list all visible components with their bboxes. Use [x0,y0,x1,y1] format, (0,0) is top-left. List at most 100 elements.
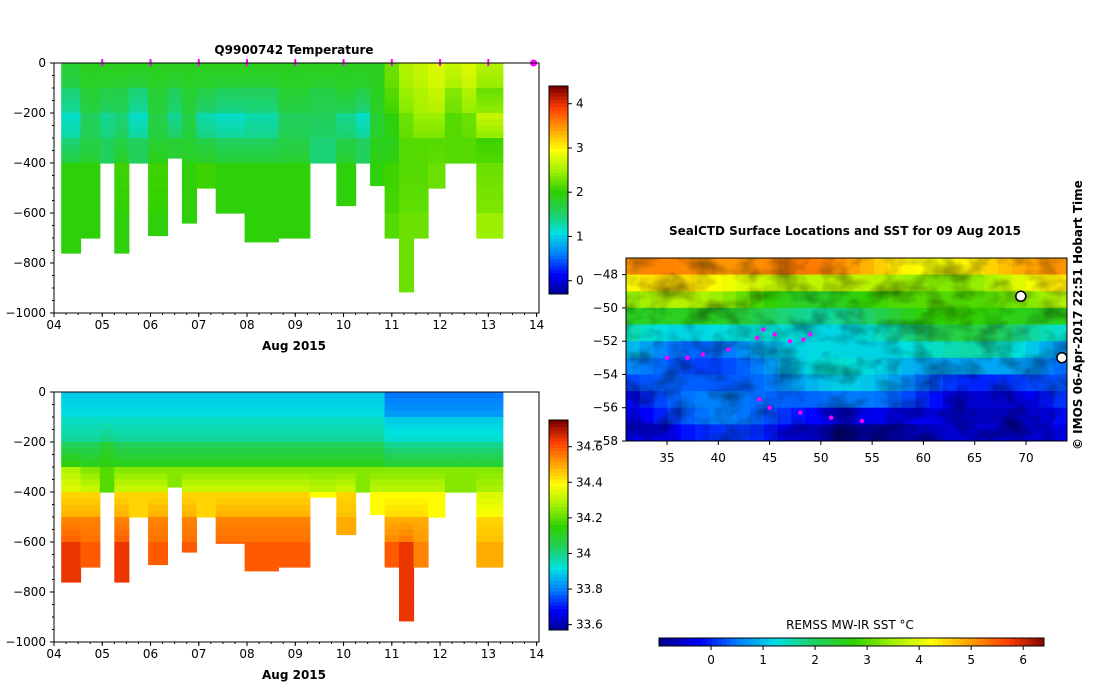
heatmap-cell [114,542,130,553]
heatmap-cell [80,131,101,139]
colorbar-band [549,86,568,90]
heatmap-cell [99,119,115,127]
sst-colorbar-band [861,638,867,646]
heatmap-cell [413,479,429,487]
heatmap-cell [461,138,477,145]
heatmap-cell [278,75,311,83]
heatmap-cell [444,125,463,133]
heatmap-cell [336,479,357,487]
heatmap-cell [148,150,168,158]
heatmap-cell [355,94,371,102]
heatmap-cell [61,138,82,145]
heatmap-cell [461,417,477,424]
colorbar-band [549,518,568,522]
y-tick-label: −200 [13,106,46,120]
heatmap-cell [148,94,168,102]
sst-colorbar-band [933,638,939,646]
colorbar-band [549,259,568,264]
heatmap-cell [167,477,183,483]
sst-colorbar-band [962,638,968,646]
heatmap-cell [413,225,429,233]
heatmap-cell [128,417,149,424]
heatmap-cell [413,231,429,239]
heatmap-cell [148,69,168,77]
heatmap-cell [476,100,504,108]
heatmap-cell [461,429,477,437]
colorbar-band [549,595,568,599]
heatmap-cell [196,435,217,443]
heatmap-cell [196,498,217,506]
x-tick-label: 05 [95,318,110,332]
heatmap-cell [99,448,115,456]
sst-colorbar-band [928,638,934,646]
heatmap-cell [215,119,246,127]
heatmap-cell [355,81,371,89]
heatmap-cell [244,485,279,493]
sst-colorbar-band [668,638,674,646]
heatmap-cell [384,417,400,424]
heatmap-cell [444,94,463,102]
heatmap-cell [128,131,149,139]
heatmap-cell [336,125,357,133]
heatmap-cell [244,529,279,537]
heatmap-cell [309,485,337,493]
heatmap-cell [413,429,429,437]
heatmap-cell [384,175,400,189]
colorbar-band [549,602,568,606]
heatmap-cell [444,100,463,108]
sst-colorbar-band [774,638,780,646]
heatmap-cell [370,467,386,474]
heatmap-cell [428,106,446,114]
colorbar-band [549,183,568,188]
heatmap-cell [80,448,101,456]
heatmap-cell [244,163,279,177]
heatmap-cell [148,467,168,474]
heatmap-cell [99,467,115,474]
heatmap-cell [370,156,386,164]
heatmap-cell [399,523,415,531]
heatmap-cell [128,94,149,102]
x-tick-label: 14 [529,318,544,332]
sst-colorbar-band [788,638,795,646]
heatmap-cell [444,423,463,431]
heatmap-cell [244,563,279,572]
heatmap-cell [428,88,446,95]
heatmap-cell [167,423,183,431]
heatmap-cell [336,498,357,506]
colorbar-band [549,549,568,554]
heatmap-cell [355,113,371,120]
heatmap-cell [278,69,311,77]
heatmap-cell [167,410,183,418]
heatmap-cell [167,392,183,399]
heatmap-cell [196,181,217,189]
sst-colorbar-band [1039,638,1045,646]
heatmap-cell [461,460,477,468]
track-point [798,410,803,415]
heatmap-cell [384,200,400,214]
heatmap-cell [61,150,82,158]
island-marker [1056,352,1067,364]
heatmap-cell [278,529,311,537]
heatmap-cell [244,517,279,524]
sst-colorbar-band [779,638,785,646]
heatmap-cell [167,429,183,437]
colorbar-band [549,437,568,442]
heatmap-cell [181,131,197,139]
heatmap-cell [399,398,415,406]
heatmap-cell [370,113,386,120]
sst-colorbar-band [707,638,713,646]
colorbar-band [549,127,568,132]
colorbar-band [549,162,568,167]
heatmap-cell [413,560,429,568]
colorbar-band [549,280,568,285]
heatmap-cell [167,482,183,488]
heatmap-cell [336,88,357,95]
heatmap-cell [114,485,130,493]
heatmap-cell [399,510,415,518]
heatmap-cell [309,100,337,108]
heatmap-cell [196,113,217,120]
heatmap-cell [99,81,115,89]
heatmap-cell [476,125,504,133]
heatmap-cell [148,131,168,139]
heatmap-cell [476,163,504,177]
